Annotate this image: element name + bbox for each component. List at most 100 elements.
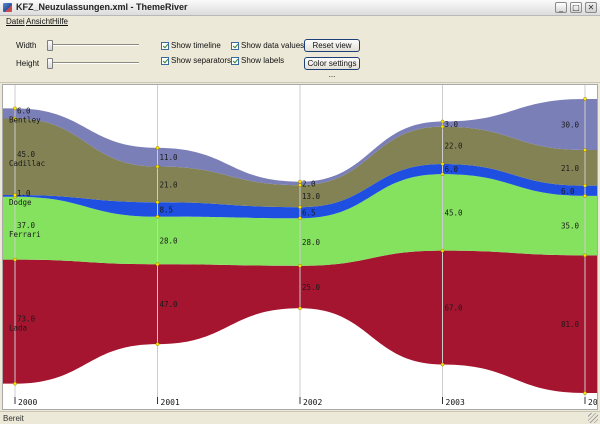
checkbox-checked-icon	[231, 56, 239, 65]
data-value-label: 21.0	[561, 164, 580, 173]
height-slider-thumb[interactable]	[47, 58, 53, 69]
data-value-label: 28.0	[160, 236, 179, 245]
title-bar: KFZ_Neuzulassungen.xml - ThemeRiver _ □ …	[0, 0, 600, 16]
timeline-tick-label: 2000	[18, 398, 37, 407]
status-text: Bereit	[3, 414, 24, 423]
timeline-tick-label: 20	[588, 398, 597, 407]
data-value-label: 21.0	[160, 180, 179, 189]
height-label: Height	[16, 59, 40, 68]
data-point	[155, 146, 160, 150]
app-icon	[3, 3, 12, 12]
data-point	[298, 264, 302, 268]
height-slider-track[interactable]	[47, 62, 139, 64]
data-point	[583, 97, 587, 101]
data-point	[440, 248, 445, 253]
data-value-label: 6.0	[17, 106, 31, 115]
data-value-label: 25.0	[302, 283, 321, 292]
stream-dodge[interactable]	[3, 163, 597, 219]
stream-lada[interactable]	[3, 250, 597, 393]
data-point	[583, 148, 587, 152]
data-point	[583, 391, 587, 395]
show-separators-checkbox[interactable]: Show separators	[161, 56, 231, 65]
data-value-label: 81.0	[561, 320, 580, 329]
window-title: KFZ_Neuzulassungen.xml - ThemeRiver	[16, 2, 188, 12]
theme-river-canvas[interactable]: 73.0 47.0 25.0 67.0 81.0 37.0 28.0 28.0 45.0 35.0…	[2, 84, 598, 410]
data-point	[13, 257, 17, 262]
checkbox-checked-icon	[161, 41, 169, 50]
data-point	[155, 262, 160, 267]
data-value-label: 11.0	[160, 153, 179, 162]
data-value-label: 45.0	[445, 208, 464, 217]
data-value-label: 28.0	[302, 238, 321, 247]
data-point	[440, 124, 445, 129]
data-value-label: 67.0	[445, 304, 464, 313]
data-point	[155, 164, 160, 169]
series-label-cadillac: Cadillac	[9, 159, 45, 168]
data-point	[440, 172, 445, 176]
data-point	[440, 119, 445, 124]
show-data-values-label: Show data values	[241, 41, 305, 50]
series-label-dodge: Dodge	[9, 198, 32, 207]
data-value-label: 6.0	[561, 187, 575, 196]
minimize-button[interactable]: _	[555, 2, 567, 13]
timeline-tick-label: 2002	[303, 398, 322, 407]
show-data-values-checkbox[interactable]: Show data values	[231, 41, 304, 50]
show-timeline-label: Show timeline	[171, 41, 221, 50]
width-slider-track[interactable]	[47, 44, 139, 46]
data-point	[440, 162, 445, 166]
show-labels-label: Show labels	[241, 56, 285, 65]
checkbox-checked-icon	[231, 41, 239, 50]
data-value-label: 13.0	[302, 192, 321, 201]
width-label: Width	[16, 41, 37, 50]
data-point	[583, 253, 587, 258]
maximize-button[interactable]: □	[570, 2, 582, 13]
data-point	[155, 342, 160, 346]
checkbox-checked-icon	[161, 56, 169, 65]
resize-grip-icon[interactable]	[588, 413, 598, 423]
data-point	[298, 306, 302, 311]
data-value-label: 6.0	[445, 165, 459, 174]
data-point	[13, 106, 17, 111]
data-point	[583, 194, 587, 198]
data-value-label: 45.0	[17, 150, 36, 159]
theme-river-chart[interactable]: 73.0 47.0 25.0 67.0 81.0 37.0 28.0 28.0 45.0 35.0…	[3, 85, 598, 409]
width-slider-thumb[interactable]	[47, 40, 53, 51]
data-value-label: 2.0	[302, 179, 316, 188]
data-point	[583, 183, 587, 188]
toolbar: Width Height Show timeline Show separato…	[0, 28, 600, 83]
menu-ansicht[interactable]: Ansicht	[26, 17, 53, 26]
color-settings-button[interactable]: Color settings ...	[304, 57, 360, 79]
data-value-label: 8.5	[160, 205, 174, 214]
data-value-label: 1.0	[17, 189, 31, 198]
data-value-label: 6.5	[302, 209, 316, 218]
data-point	[13, 381, 17, 386]
menu-datei[interactable]: Datei	[6, 17, 25, 26]
data-point	[155, 214, 160, 219]
show-separators-label: Show separators	[171, 56, 232, 65]
data-value-label: 3.0	[445, 120, 459, 129]
data-value-label: 22.0	[445, 141, 464, 150]
show-labels-checkbox[interactable]: Show labels	[231, 56, 284, 65]
data-point	[440, 362, 445, 367]
series-label-bentley: Bentley	[9, 115, 41, 124]
show-timeline-checkbox[interactable]: Show timeline	[161, 41, 221, 50]
stream-cadillac[interactable]	[3, 118, 597, 208]
series-label-ferrari: Ferrari	[9, 230, 41, 239]
data-value-label: 47.0	[160, 300, 179, 309]
menu-hilfe[interactable]: Hilfe	[52, 17, 69, 26]
close-button[interactable]: ✕	[585, 2, 597, 13]
series-label-lada: Lada	[9, 324, 27, 333]
data-value-label: 37.0	[17, 221, 36, 230]
stream-bentley[interactable]	[3, 99, 597, 186]
data-point	[298, 216, 302, 221]
data-value-label: 35.0	[561, 222, 580, 231]
reset-view-button[interactable]: Reset view	[304, 39, 360, 52]
timeline-tick-label: 2001	[161, 398, 180, 407]
menu-bar: Datei Ansicht Hilfe	[0, 16, 600, 28]
data-point	[298, 205, 302, 209]
data-point	[155, 200, 160, 205]
data-value-label: 30.0	[561, 120, 580, 129]
data-point	[13, 116, 17, 121]
data-point	[298, 179, 302, 184]
timeline-tick-label: 2003	[446, 398, 465, 407]
